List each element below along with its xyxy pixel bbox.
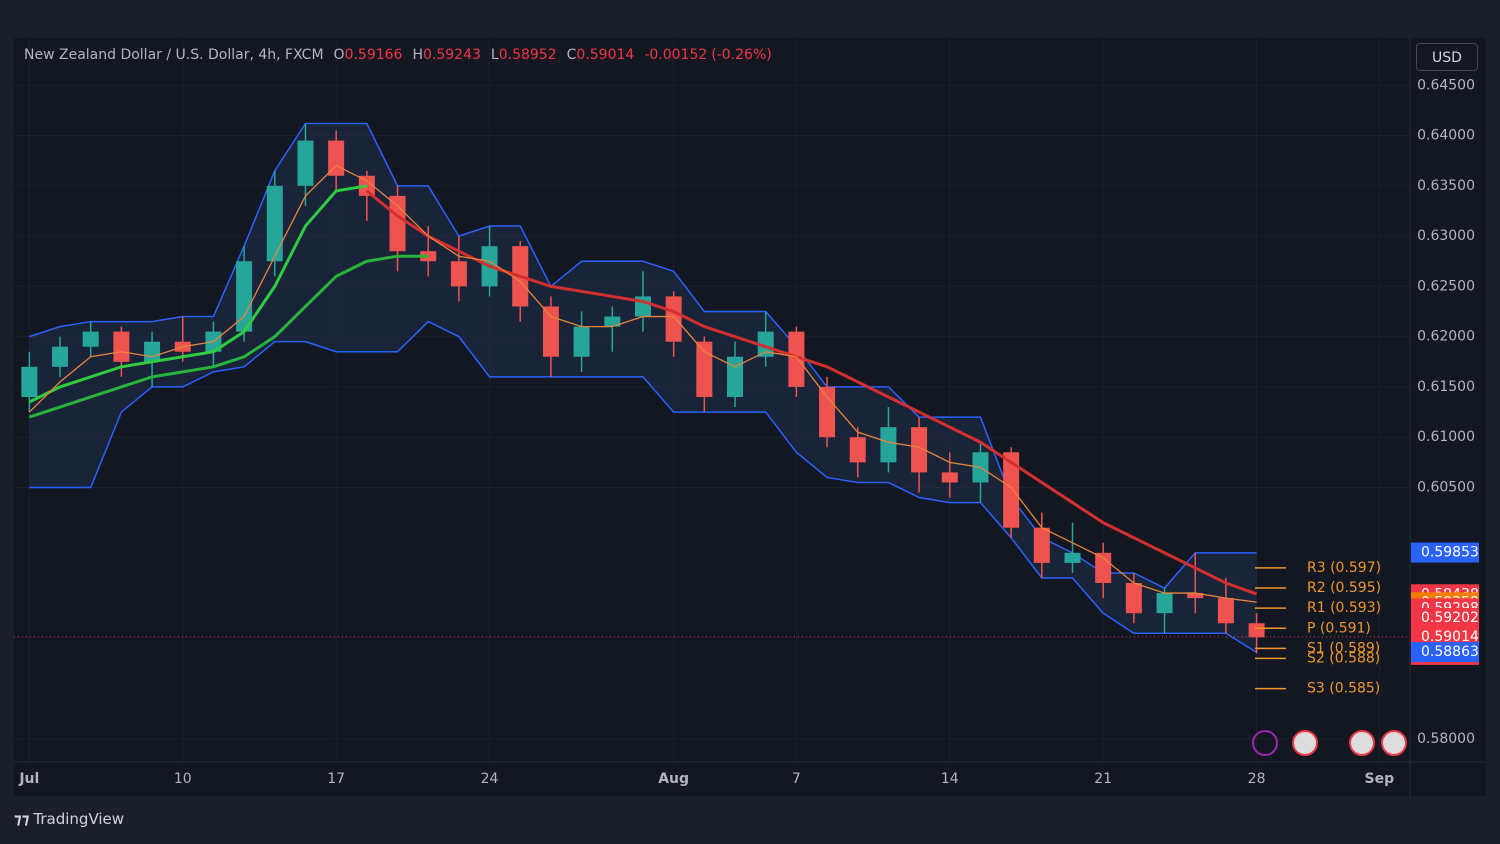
candle-body <box>542 306 559 357</box>
candle-body <box>113 331 130 362</box>
pivot-label: R3 (0.597) <box>1307 560 1381 576</box>
candle-body <box>297 140 314 186</box>
x-tick-label: Sep <box>1365 771 1395 787</box>
change: -0.00152 <box>644 47 708 63</box>
ohlc-value: 0.59014 <box>576 47 635 63</box>
ohlc-label: L <box>490 47 499 63</box>
price-tag-label: 0.59202 <box>1421 610 1479 626</box>
y-tick-label: 0.61500 <box>1417 379 1475 395</box>
candle-body <box>450 261 467 287</box>
x-tick-label: 17 <box>327 771 345 787</box>
candle-body <box>21 366 38 397</box>
candle-body <box>1217 598 1234 624</box>
candle-body <box>82 331 99 347</box>
candle-body <box>1033 527 1050 563</box>
band-fill <box>29 123 1257 653</box>
event-icon[interactable] <box>1349 730 1375 756</box>
candle-body <box>52 346 69 367</box>
candle-body <box>1248 623 1265 638</box>
y-tick-label: 0.62500 <box>1417 278 1475 294</box>
price-tag <box>1411 608 1479 629</box>
ohlc-value: 0.59166 <box>344 47 403 63</box>
candle-body <box>1003 452 1020 528</box>
x-tick-label: 28 <box>1248 771 1266 787</box>
pivot-label: S1 (0.589) <box>1307 640 1380 656</box>
candle-body <box>1187 593 1204 599</box>
pivot-label: R1 (0.593) <box>1307 600 1381 616</box>
candle-body <box>1125 583 1142 614</box>
y-tick-label: 0.64500 <box>1417 77 1475 93</box>
x-tick-label: 10 <box>174 771 192 787</box>
candle-body <box>236 261 253 332</box>
chart-panel <box>14 38 1486 796</box>
brand-name: TradingView <box>33 810 125 828</box>
x-tick-label: 7 <box>792 771 801 787</box>
band-line <box>29 320 1257 654</box>
candle-body <box>819 386 836 438</box>
candle-body <box>941 472 958 483</box>
event-icon[interactable] <box>1381 730 1407 756</box>
ma-line <box>365 189 1258 596</box>
ma-line <box>28 254 429 419</box>
brand: ⁊⁊ TradingView <box>14 810 124 828</box>
price-tag-label: 0.59014 <box>1421 629 1479 645</box>
candle-body <box>757 331 774 357</box>
pivot-label: P (0.591) <box>1307 620 1371 636</box>
y-tick-label: 0.60500 <box>1417 479 1475 495</box>
candle-body <box>266 185 283 262</box>
y-tick-label: 0.58000 <box>1417 731 1475 747</box>
change-percent: (-0.26%) <box>711 47 772 63</box>
pivot-label: R2 (0.595) <box>1307 580 1381 596</box>
currency-button[interactable]: USD <box>1416 43 1478 71</box>
candle-body <box>1156 593 1173 614</box>
x-tick-label: Aug <box>658 771 689 787</box>
ohlc-label: O <box>333 47 345 63</box>
y-tick-label: 0.62000 <box>1417 329 1475 345</box>
ohlc-label: H <box>412 47 423 63</box>
price-tag <box>1411 626 1479 647</box>
y-tick-label: 0.63500 <box>1417 178 1475 194</box>
candle-body <box>665 296 682 342</box>
y-tick-label: 0.64000 <box>1417 128 1475 144</box>
x-tick-label: 21 <box>1094 771 1112 787</box>
candle-body <box>911 427 928 473</box>
candle-body <box>696 341 713 397</box>
brand-logo: ⁊⁊ <box>14 810 30 828</box>
price-tag <box>1411 542 1479 563</box>
symbol-header: New Zealand Dollar / U.S. Dollar, 4h, FX… <box>24 47 782 63</box>
candle-body <box>727 356 744 397</box>
price-tag <box>1411 642 1479 663</box>
x-tick-label: 24 <box>481 771 499 787</box>
ohlc-value: 0.59243 <box>423 47 481 63</box>
ohlc-value: 0.58952 <box>498 47 557 63</box>
x-tick-label: 14 <box>941 771 959 787</box>
event-icon[interactable] <box>1252 730 1278 756</box>
ohlc-label: C <box>566 47 577 63</box>
candle-body <box>849 437 866 463</box>
candle-body <box>389 195 406 252</box>
event-icon[interactable] <box>1292 730 1318 756</box>
candle-body <box>788 331 805 387</box>
ma-line <box>28 184 368 404</box>
candle-body <box>1064 552 1081 563</box>
y-tick-label: 0.63000 <box>1417 228 1475 244</box>
pivot-label: S3 (0.585) <box>1307 681 1380 697</box>
ma-line <box>28 164 1257 603</box>
pivot-label: S2 (0.588) <box>1307 650 1380 666</box>
symbol: New Zealand Dollar / U.S. Dollar, 4h, FX… <box>24 47 324 63</box>
event-icons <box>1252 730 1407 756</box>
band-line <box>29 122 1257 589</box>
candle-body <box>144 341 161 362</box>
price-tag-label: 0.59853 <box>1421 545 1479 561</box>
candle-body <box>880 427 897 463</box>
candle-body <box>604 316 621 327</box>
candle-body <box>573 326 590 357</box>
price-tag-label: 0.58863 <box>1421 644 1479 660</box>
x-tick-label: Jul <box>18 771 39 787</box>
y-tick-label: 0.61000 <box>1417 429 1475 445</box>
